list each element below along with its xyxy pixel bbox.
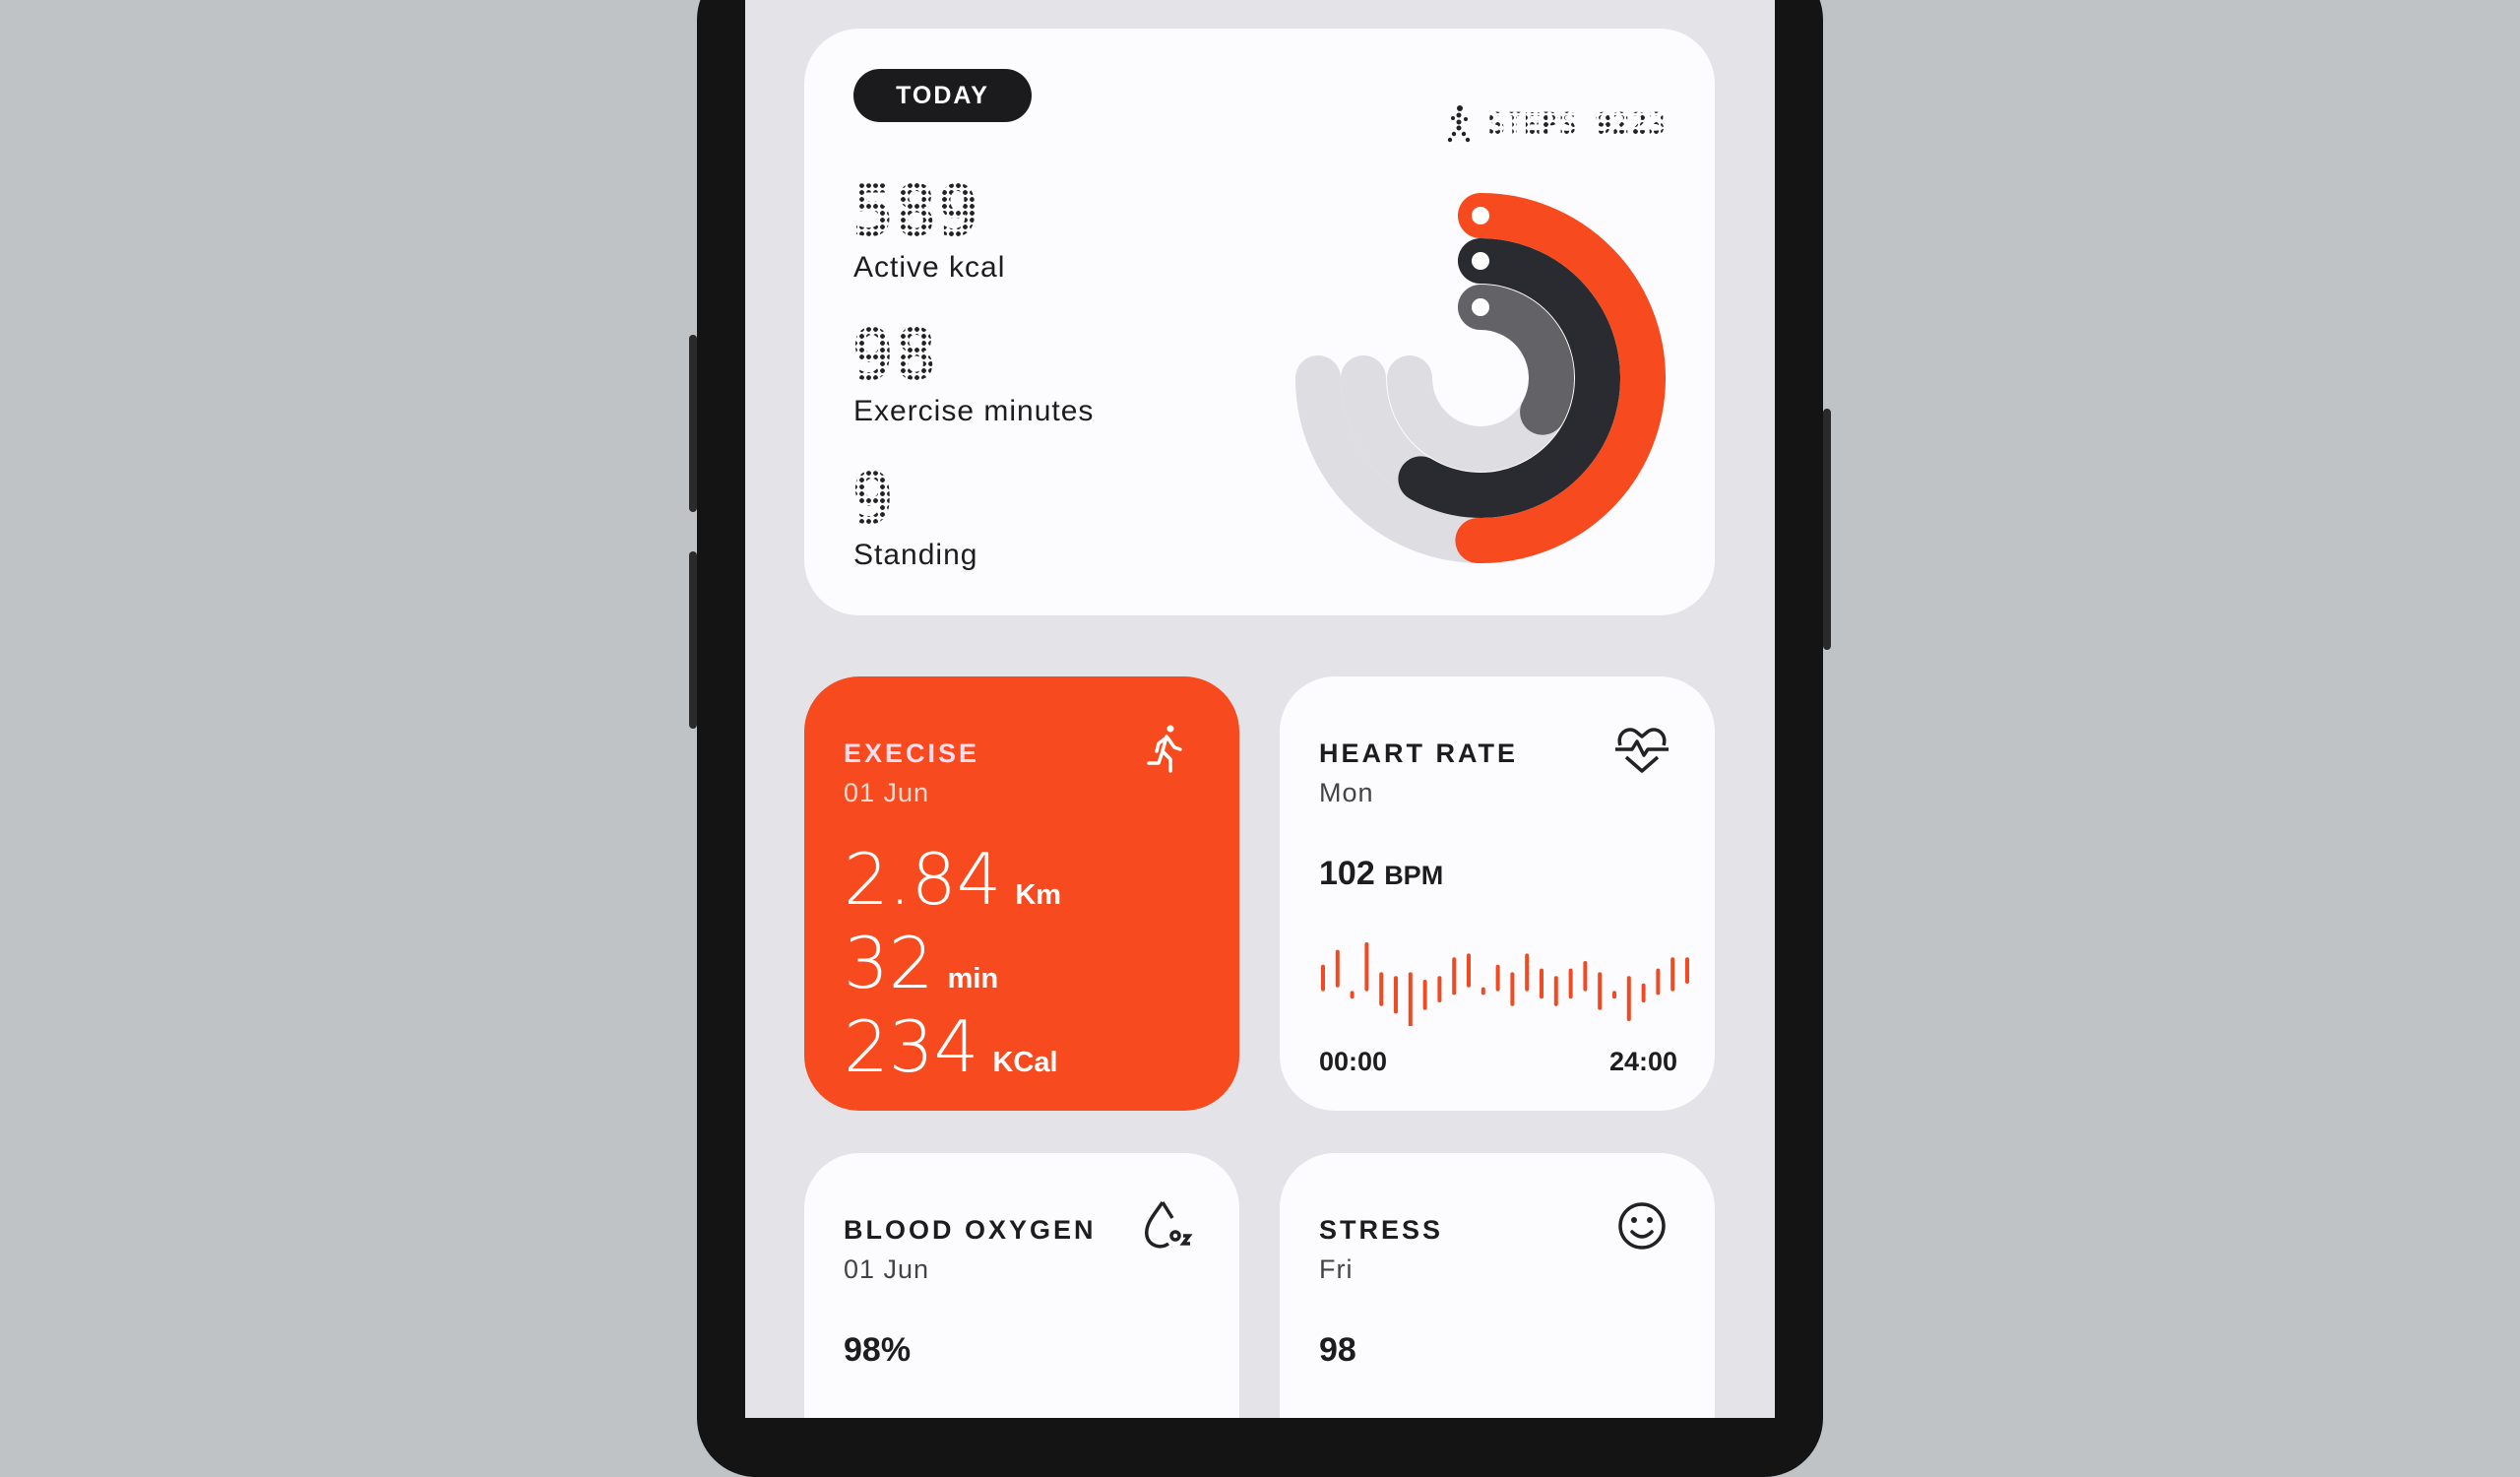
heart-rate-day: Mon (1319, 778, 1374, 807)
heart-rate-card[interactable]: HEART RATE Mon 102 BPM 00:00 24:00 (1280, 676, 1715, 1111)
bpm-unit: BPM (1384, 861, 1444, 890)
standing-label: Standing (853, 539, 978, 571)
standing-value: 9 (851, 457, 895, 540)
power-button (1823, 409, 1831, 650)
standing-ring-progress (1458, 285, 1574, 435)
exercise-date: 01 Jun (844, 778, 930, 807)
calories-value: 234 (844, 1005, 979, 1088)
stress-day: Fri (1319, 1254, 1354, 1284)
stress-title: STRESS (1319, 1215, 1444, 1245)
water-drop-o2-icon (1145, 1201, 1193, 1249)
steps-label: STEPS 9223 (1487, 106, 1666, 142)
volume-button (689, 335, 697, 512)
stress-value: 98 (1319, 1331, 1356, 1369)
calories-unit: KCal (992, 1047, 1058, 1078)
running-icon (1147, 725, 1182, 773)
walking-icon (1448, 105, 1471, 143)
activity-summary-card[interactable]: TODAY STEPS 9223 589 Active kcal 98 Exer… (804, 29, 1715, 615)
calories-ring-progress (1455, 193, 1666, 563)
heart-rate-value: 102 BPM (1319, 854, 1443, 895)
exercise-card[interactable]: EXECISE 01 Jun 2.84 Km 32 min 234 KCal (804, 676, 1239, 1111)
chart-end-time: 24:00 (1608, 1047, 1677, 1076)
steps-count: STEPS 9223 (1444, 105, 1666, 143)
activity-rings (1295, 193, 1666, 563)
duration-row: 32 min (844, 928, 998, 998)
active-kcal-label: Active kcal (853, 251, 1006, 284)
flame-icon (1472, 207, 1489, 225)
exercise-title: EXECISE (844, 738, 980, 768)
smiley-icon (1618, 1202, 1666, 1250)
exercise-minutes-value: 98 (851, 313, 937, 396)
exercise-minutes-label: Exercise minutes (853, 395, 1095, 427)
distance-value: 2.84 (844, 838, 1002, 921)
duration-unit: min (947, 963, 999, 995)
stress-card[interactable]: STRESS Fri 98 (1280, 1153, 1715, 1418)
blood-oxygen-value: 98% (844, 1331, 912, 1369)
app-screen: TODAY STEPS 9223 589 Active kcal 98 Exer… (745, 0, 1775, 1418)
distance-row: 2.84 Km (844, 844, 1061, 915)
heart-rate-chart (1321, 942, 1689, 1026)
today-button[interactable]: TODAY (853, 69, 1032, 122)
volume-button (689, 551, 697, 729)
person-icon (1472, 298, 1489, 316)
exercise-ring-progress (1398, 238, 1620, 518)
heart-rate-title: HEART RATE (1319, 738, 1518, 768)
bpm-value: 102 (1319, 855, 1375, 892)
active-kcal-value: 589 (851, 169, 980, 252)
blood-oxygen-card[interactable]: BLOOD OXYGEN 01 Jun 98% (804, 1153, 1239, 1418)
blood-oxygen-title: BLOOD OXYGEN (844, 1215, 1097, 1245)
calories-row: 234 KCal (844, 1011, 1058, 1082)
blood-oxygen-date: 01 Jun (844, 1254, 930, 1284)
dumbbell-icon (1472, 252, 1489, 270)
heart-pulse-icon (1615, 728, 1669, 773)
distance-unit: Km (1015, 879, 1062, 911)
chart-start-time: 00:00 (1319, 1047, 1388, 1076)
duration-value: 32 (844, 922, 934, 1004)
